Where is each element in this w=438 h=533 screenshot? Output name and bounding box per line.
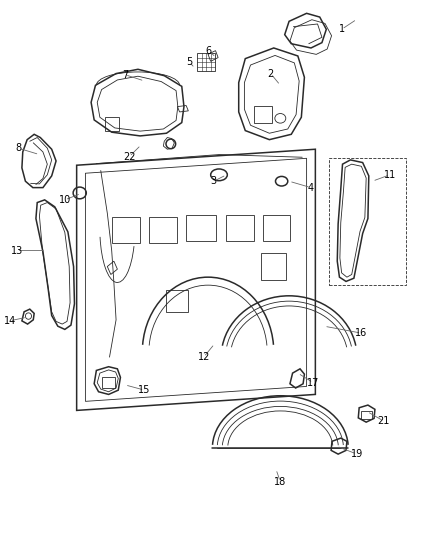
Bar — [112, 217, 140, 243]
Text: 19: 19 — [351, 449, 363, 459]
Text: 11: 11 — [384, 170, 396, 180]
Text: 10: 10 — [59, 195, 71, 205]
Bar — [149, 217, 177, 243]
Text: 8: 8 — [15, 143, 21, 153]
Text: 16: 16 — [355, 328, 367, 338]
Bar — [261, 253, 286, 280]
Text: 22: 22 — [123, 152, 135, 161]
Bar — [166, 290, 188, 312]
Bar — [102, 377, 115, 388]
Bar — [186, 215, 216, 241]
Text: 21: 21 — [378, 416, 390, 426]
Bar — [226, 215, 254, 241]
Text: 6: 6 — [206, 46, 212, 55]
Bar — [361, 411, 372, 419]
Text: 15: 15 — [138, 385, 151, 395]
Text: 2: 2 — [268, 69, 274, 78]
Text: 4: 4 — [308, 183, 314, 192]
Bar — [254, 106, 272, 123]
Bar — [105, 117, 119, 131]
Text: 1: 1 — [339, 25, 345, 34]
Text: 5: 5 — [186, 57, 192, 67]
Text: 13: 13 — [11, 246, 23, 255]
Text: 3: 3 — [211, 176, 217, 186]
Bar — [329, 158, 406, 285]
Text: 7: 7 — [122, 70, 128, 79]
Text: 18: 18 — [274, 477, 286, 487]
Text: 17: 17 — [307, 378, 319, 387]
Text: 12: 12 — [198, 352, 210, 362]
Text: 14: 14 — [4, 316, 16, 326]
Bar — [263, 215, 290, 241]
Bar — [197, 53, 215, 71]
